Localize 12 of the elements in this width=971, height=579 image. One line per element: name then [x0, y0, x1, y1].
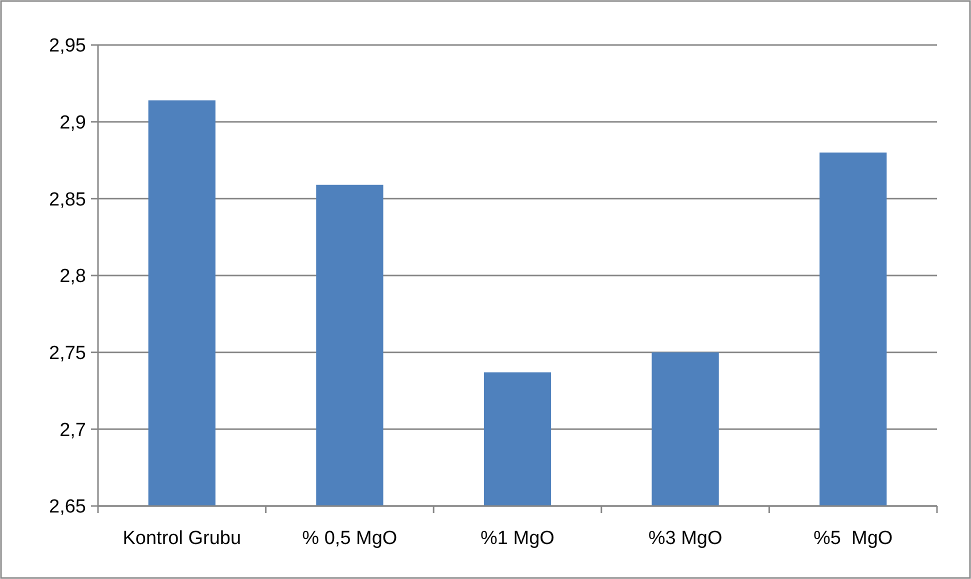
y-tick-label: 2,7 — [60, 420, 86, 441]
y-tick-label: 2,9 — [60, 112, 86, 134]
x-tick-label: % 0,5 MgO — [302, 528, 398, 549]
x-tick-label: %5 MgO — [814, 528, 893, 549]
x-tick-label: %1 MgO — [480, 528, 554, 549]
x-tick-label: %3 MgO — [648, 528, 722, 549]
y-tick-label: 2,95 — [49, 36, 86, 57]
y-tick-label: 2,8 — [60, 266, 86, 288]
y-tick-label: 2,75 — [49, 342, 86, 364]
y-tick-label: 2,65 — [49, 496, 86, 518]
y-tick-label: 2,85 — [49, 189, 86, 210]
x-tick-label: Kontrol Grubu — [122, 528, 242, 549]
